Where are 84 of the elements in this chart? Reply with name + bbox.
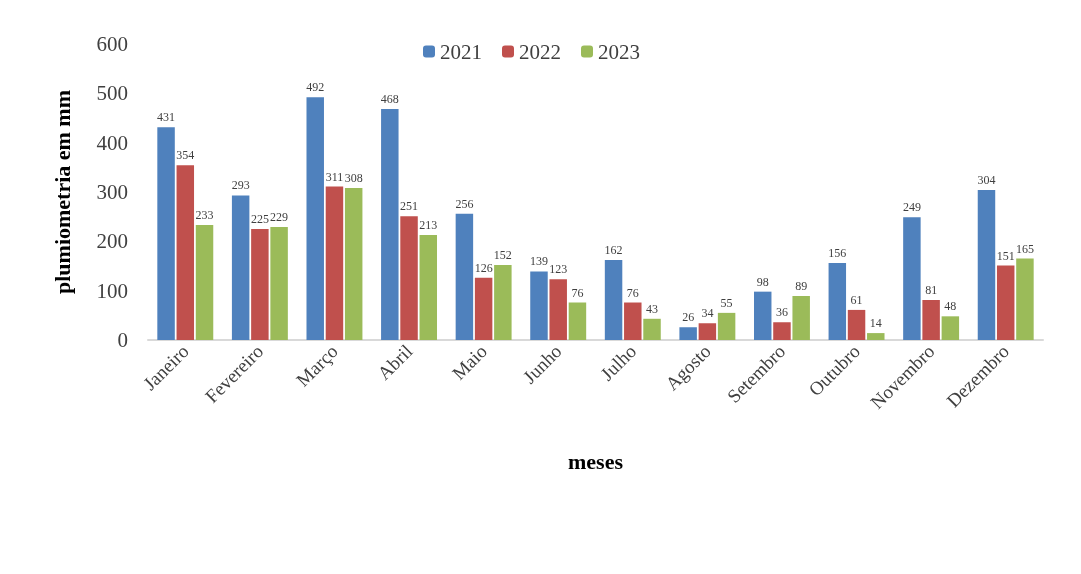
- data-label: 233: [195, 208, 214, 223]
- bar: [604, 260, 623, 340]
- bar: [455, 213, 474, 340]
- legend-label: 2021: [440, 39, 482, 64]
- data-label: 156: [828, 246, 847, 261]
- bar: [231, 195, 250, 340]
- bar: [828, 263, 847, 340]
- data-label: 76: [626, 285, 639, 300]
- data-label: 36: [775, 305, 788, 320]
- y-tick-label: 0: [117, 328, 128, 352]
- data-label: 14: [869, 316, 882, 331]
- data-label: 98: [756, 274, 769, 289]
- data-label: 43: [646, 301, 659, 316]
- x-axis-title: meses: [568, 448, 624, 474]
- bar: [400, 216, 418, 340]
- legend-label: 2023: [598, 39, 640, 64]
- bar: [698, 323, 717, 340]
- bar: [176, 165, 195, 340]
- bar: [474, 277, 493, 340]
- bar: [679, 327, 697, 340]
- data-label: 55: [720, 295, 733, 310]
- data-label: 126: [474, 260, 493, 275]
- bar: [381, 109, 399, 340]
- data-label: 293: [231, 178, 250, 193]
- data-label: 61: [850, 292, 863, 307]
- bar: [157, 127, 175, 340]
- y-tick-label: 500: [96, 81, 128, 106]
- data-label: 89: [795, 279, 808, 294]
- bar: [996, 265, 1015, 340]
- bar: [344, 188, 363, 340]
- data-label: 311: [325, 169, 344, 184]
- data-label: 225: [250, 212, 269, 226]
- data-label: 308: [344, 171, 363, 186]
- bar: [251, 229, 269, 340]
- bar: [568, 302, 587, 340]
- bar: [270, 227, 288, 340]
- bar: [306, 97, 324, 340]
- data-label: 165: [1015, 241, 1034, 256]
- bar: [867, 333, 885, 340]
- bar: [494, 265, 512, 340]
- data-label: 162: [604, 243, 623, 258]
- bar: [847, 309, 866, 340]
- bar: [325, 186, 344, 340]
- data-label: 123: [549, 262, 568, 277]
- data-label: 431: [157, 110, 176, 125]
- y-tick-label: 400: [96, 130, 128, 155]
- bar: [624, 302, 642, 340]
- bar: [941, 316, 960, 340]
- data-label: 256: [455, 196, 474, 211]
- data-label: 213: [419, 217, 438, 232]
- y-tick-label: 300: [96, 180, 128, 204]
- bar: [977, 190, 996, 340]
- y-tick-label: 200: [96, 229, 128, 254]
- y-tick-label: 600: [96, 32, 128, 56]
- data-label: 354: [176, 148, 195, 163]
- data-label: 76: [571, 285, 584, 300]
- data-label: 151: [996, 248, 1015, 263]
- data-label: 26: [682, 310, 695, 325]
- bar: [753, 291, 772, 340]
- data-label: 251: [400, 199, 419, 214]
- bar: [792, 296, 810, 340]
- data-label: 48: [944, 299, 957, 314]
- bar: [549, 279, 567, 340]
- data-label: 249: [902, 200, 921, 215]
- legend-label: 2022: [519, 39, 561, 64]
- data-label: 468: [380, 92, 399, 107]
- bar: [643, 318, 661, 340]
- bar: [922, 300, 940, 340]
- data-label: 139: [529, 254, 548, 269]
- data-label: 81: [925, 283, 938, 298]
- data-label: 229: [270, 210, 289, 225]
- bar: [1016, 258, 1034, 340]
- bar: [773, 322, 791, 340]
- data-label: 492: [306, 80, 325, 95]
- data-label: 152: [493, 248, 512, 263]
- bar: [530, 271, 548, 340]
- y-tick-label: 100: [96, 278, 128, 303]
- bar: [195, 225, 214, 340]
- bar: [717, 312, 736, 340]
- bar: [419, 234, 438, 340]
- data-label: 304: [977, 173, 996, 188]
- bar: [903, 217, 921, 340]
- data-label: 34: [701, 306, 714, 321]
- y-axis-title: plumiometria em mm: [49, 89, 75, 295]
